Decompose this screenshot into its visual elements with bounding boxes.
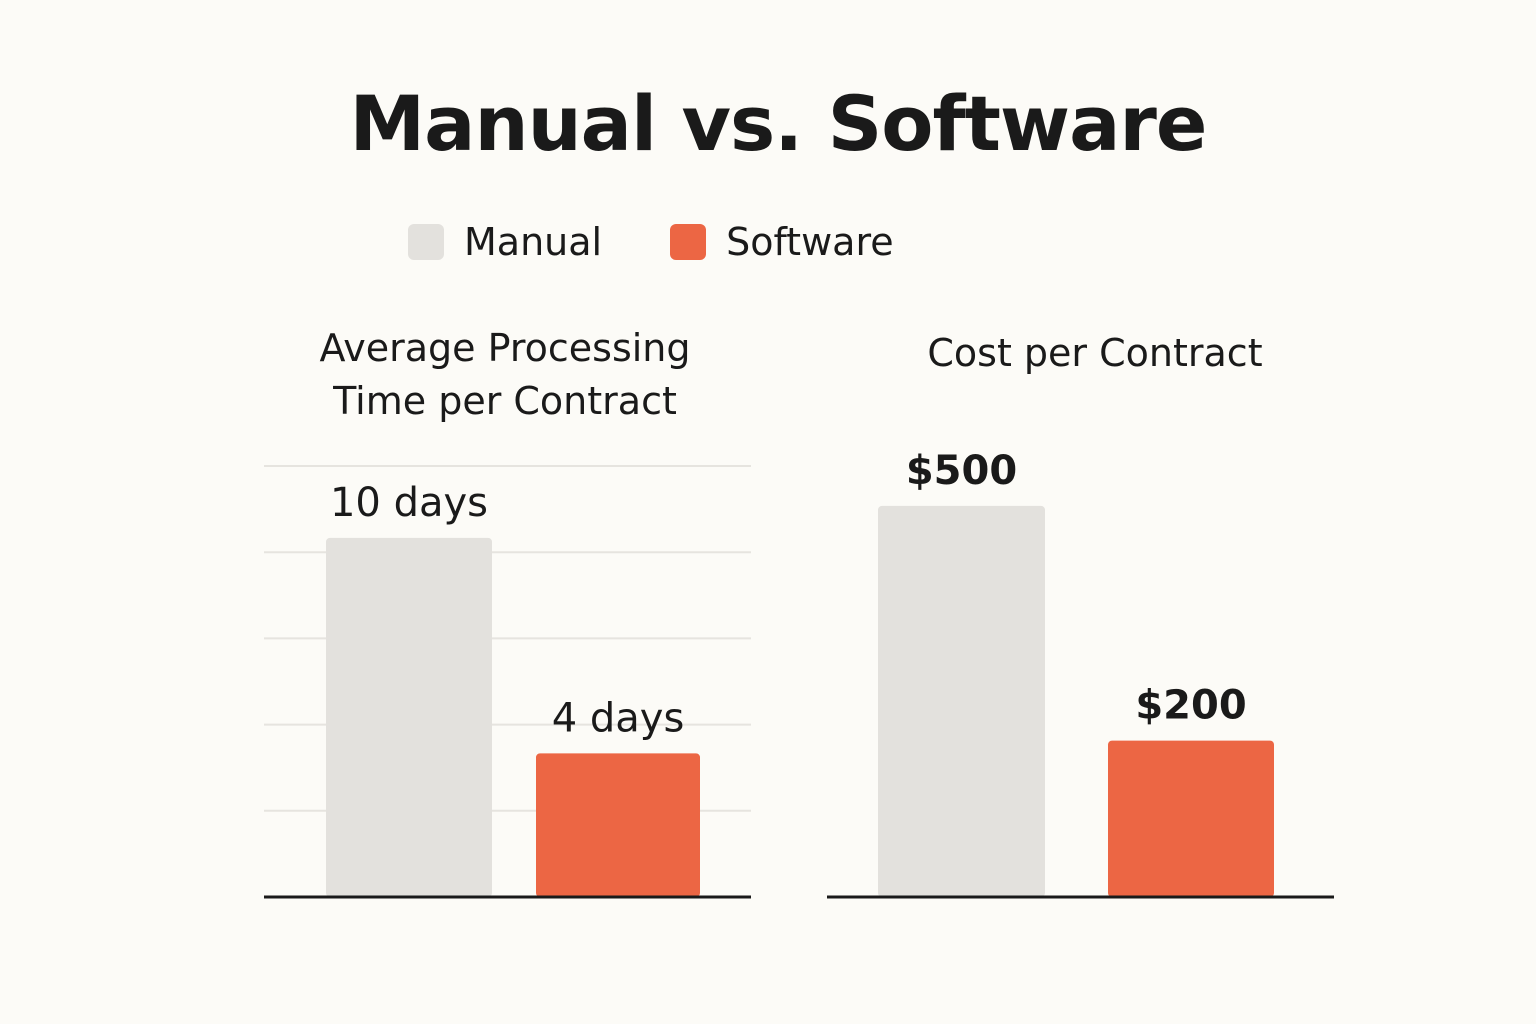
data-label: 10 days — [330, 480, 488, 526]
bar-software — [536, 753, 700, 897]
bar-manual — [326, 537, 492, 897]
chart-title-line: Cost per Contract — [927, 331, 1263, 375]
legend-label-manual: Manual — [464, 220, 603, 264]
bar-manual — [878, 505, 1045, 897]
legend-label-software: Software — [726, 220, 894, 264]
chart-title-processing-time: Average Processing Time per Contract — [260, 322, 750, 428]
legend-item-manual: Manual — [408, 220, 602, 264]
chart-title-line: Average Processing — [319, 326, 691, 370]
chart-title-line: Time per Contract — [333, 379, 677, 423]
data-label: $500 — [906, 448, 1017, 494]
legend-swatch-manual — [408, 224, 444, 260]
data-label: $200 — [1135, 683, 1246, 729]
chart-title-cost: Cost per Contract — [830, 327, 1360, 380]
data-label: 4 days — [552, 695, 685, 741]
page-title: Manual vs. Software — [349, 79, 1208, 168]
legend: Manual Software — [408, 218, 962, 266]
legend-item-software: Software — [670, 220, 894, 264]
legend-swatch-software — [670, 224, 707, 260]
bar-software — [1108, 740, 1274, 897]
